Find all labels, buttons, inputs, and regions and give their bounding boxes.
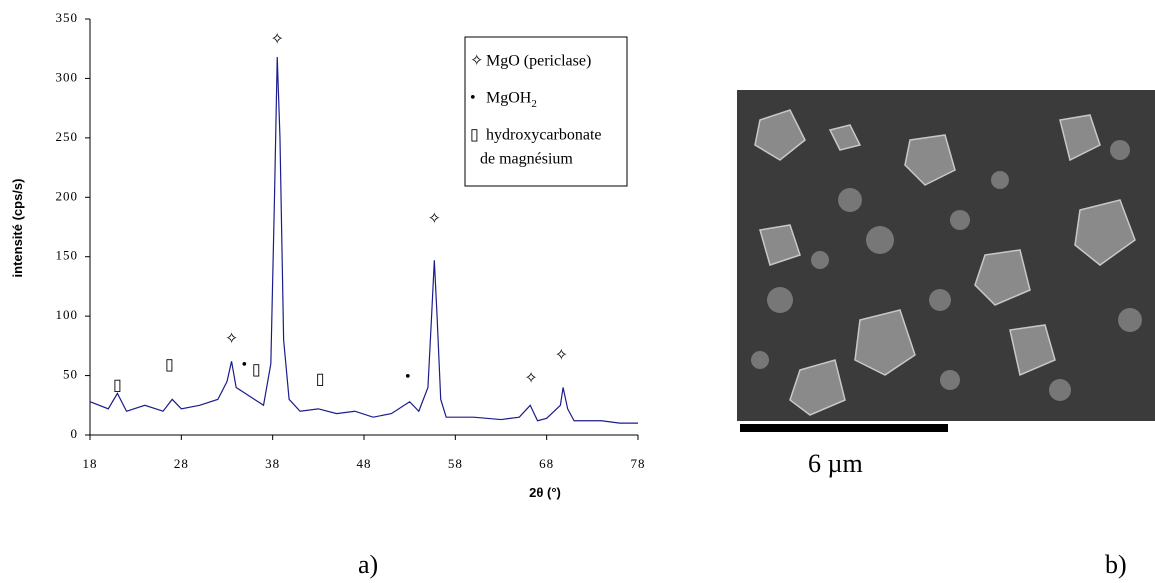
scale-bar xyxy=(740,424,948,432)
legend-symbol: ✧ xyxy=(470,53,483,70)
y-tick-label: 350 xyxy=(56,10,79,25)
peak-marker: ✧ xyxy=(428,211,441,228)
peak-marker: ▯ xyxy=(252,361,261,378)
peak-marker: ✧ xyxy=(524,370,537,387)
peak-marker: ▯ xyxy=(113,377,122,394)
x-tick-label: 38 xyxy=(265,456,280,471)
y-tick-label: 300 xyxy=(56,69,79,84)
x-tick-label: 28 xyxy=(174,456,189,471)
legend-label: hydroxycarbonate xyxy=(486,127,602,144)
peak-marker: ✧ xyxy=(271,31,284,48)
peak-marker: • xyxy=(405,369,411,386)
legend-label: MgOH2 xyxy=(486,90,537,110)
y-tick-label: 200 xyxy=(56,188,79,203)
legend-symbol: • xyxy=(470,90,476,107)
peak-marker: ▯ xyxy=(165,357,174,374)
peak-marker: • xyxy=(242,357,248,374)
legend-symbol: ▯ xyxy=(470,127,479,144)
peak-marker: ✧ xyxy=(225,331,238,348)
sem-image xyxy=(737,90,1155,421)
xrd-line xyxy=(89,57,638,424)
x-tick-label: 68 xyxy=(539,456,554,471)
y-tick-label: 100 xyxy=(56,307,79,322)
caption: a) xyxy=(358,550,378,579)
legend-label: MgO (periclase) xyxy=(486,53,591,70)
legend-label: de magnésium xyxy=(480,151,573,168)
caption: b) xyxy=(1105,550,1127,579)
scale-label: 6 µm xyxy=(808,449,863,478)
x-tick-label: 78 xyxy=(631,456,646,471)
x-axis-title: 2θ (°) xyxy=(529,485,561,500)
y-tick-label: 250 xyxy=(56,129,79,144)
y-tick-label: 50 xyxy=(63,367,78,382)
y-tick-label: 150 xyxy=(56,248,79,263)
y-axis-title: intensité (cps/s) xyxy=(10,179,25,278)
x-tick-label: 18 xyxy=(83,456,98,471)
x-tick-label: 58 xyxy=(448,456,463,471)
y-tick-label: 0 xyxy=(71,426,79,441)
peak-marker: ▯ xyxy=(316,371,325,388)
legend-subscript: 2 xyxy=(531,98,537,110)
x-tick-label: 48 xyxy=(357,456,372,471)
legend-box xyxy=(464,36,628,187)
peak-marker: ✧ xyxy=(555,347,568,364)
